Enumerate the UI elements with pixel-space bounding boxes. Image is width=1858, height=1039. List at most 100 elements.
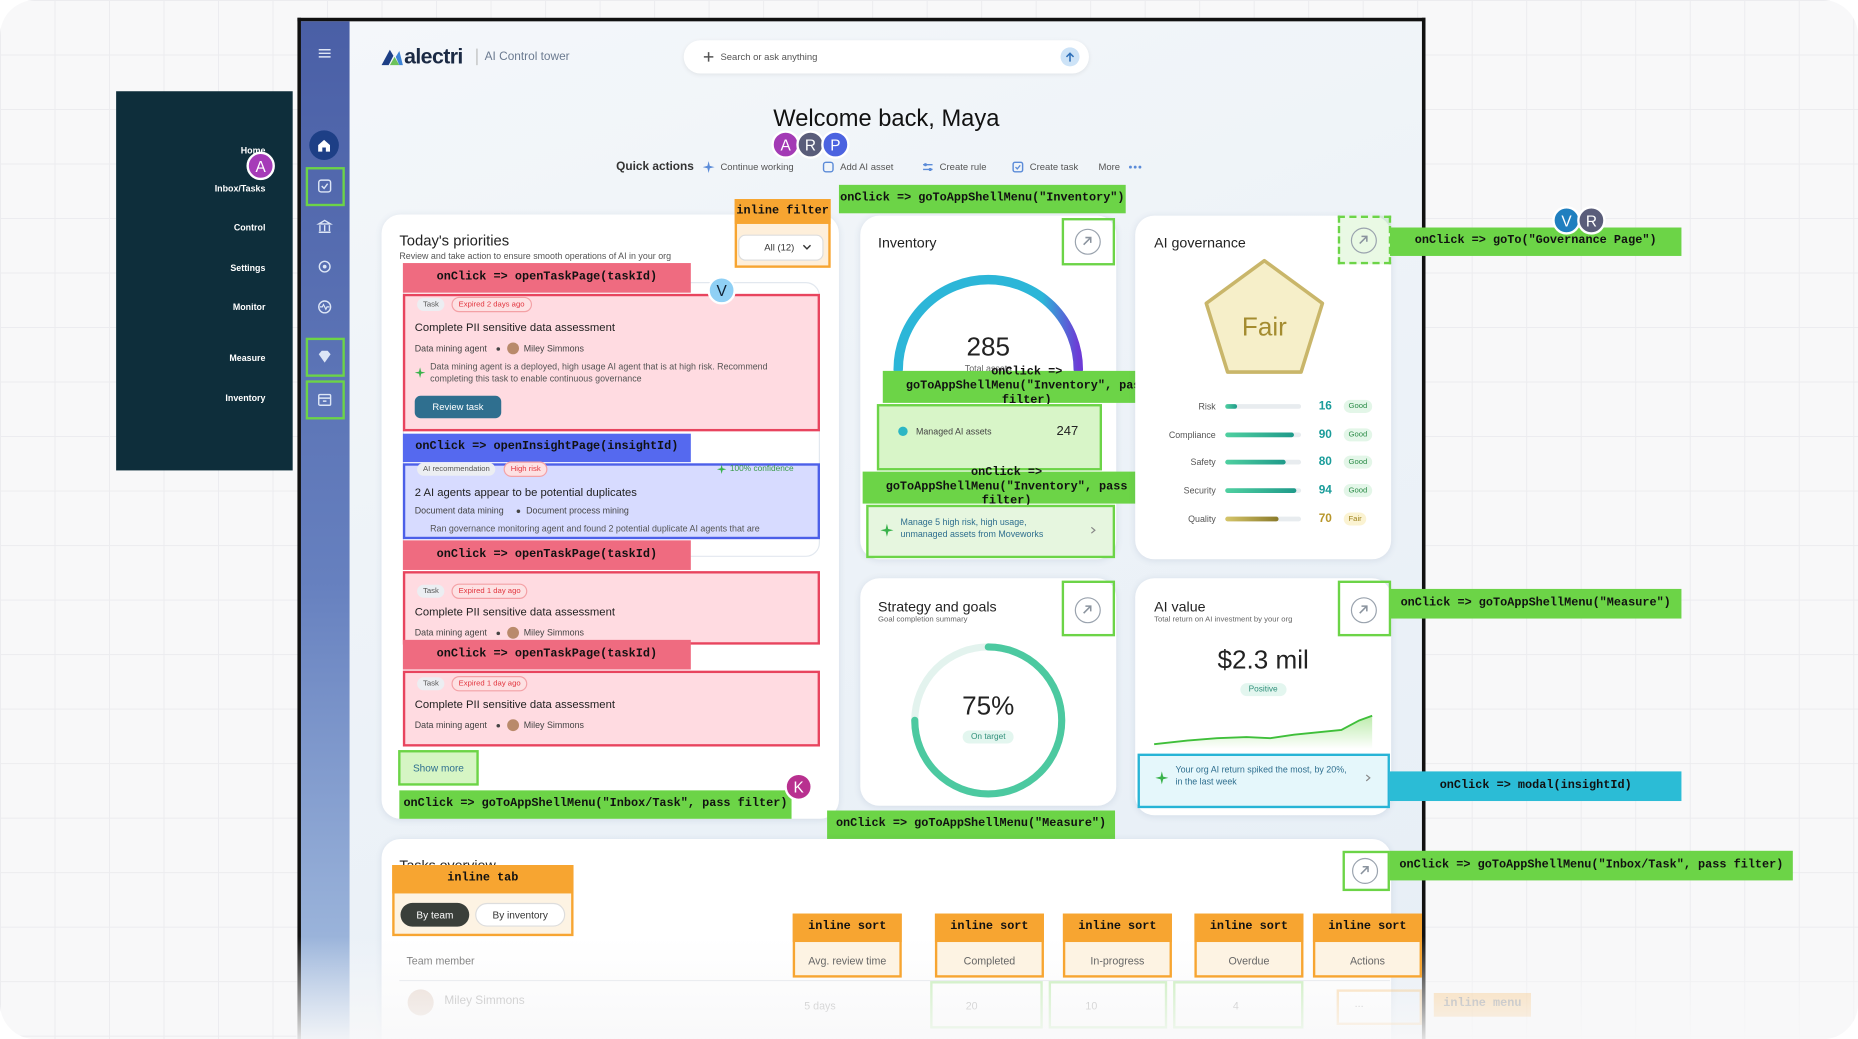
filter-dropdown[interactable] [738, 234, 824, 261]
logo-text: alectri [404, 44, 463, 69]
quick-action[interactable]: Create rule [939, 161, 987, 173]
card-title: Today's priorities [399, 232, 510, 249]
managed-value: 247 [1056, 424, 1079, 439]
annotation: onClick => openTaskPage(taskId) [402, 263, 691, 293]
nav-item[interactable]: Settings [230, 262, 266, 274]
insight-note: Ran governance monitoring agent and foun… [430, 523, 760, 534]
review-button[interactable]: Review task [414, 395, 502, 419]
highlight-box [305, 380, 345, 420]
filter-label: All (12) [764, 242, 795, 253]
dot [496, 631, 501, 636]
sparkle-icon [880, 523, 894, 537]
divider [476, 48, 478, 66]
annotation: onClick => goTo("Governance Page") [1389, 227, 1682, 256]
confidence: 100% confidence [729, 465, 794, 474]
sparkle-icon [716, 464, 727, 474]
product-name: AI Control tower [484, 50, 570, 64]
arrow-icon [1359, 235, 1368, 245]
inventory-total: 285 [966, 331, 1011, 362]
open-button[interactable] [1352, 857, 1379, 884]
search-box[interactable] [683, 40, 1089, 74]
task-tag: Task [417, 298, 445, 312]
value-amount: $2.3 mil [1217, 644, 1309, 675]
annotation: inline menu [1433, 992, 1531, 1017]
rating-pentagon [1204, 258, 1325, 374]
monitor-icon[interactable] [316, 299, 333, 316]
column-header[interactable]: In-progress [1090, 955, 1145, 967]
quick-action[interactable]: More [1098, 161, 1121, 173]
annotation-box [1336, 989, 1422, 1025]
nav-item[interactable]: Inventory [225, 392, 266, 404]
cursor-avatar: P [821, 130, 850, 159]
inventory-total-label: Total assets [964, 363, 1012, 374]
open-button[interactable] [1350, 597, 1377, 624]
quick-action[interactable]: Continue working [720, 161, 794, 173]
value-insight[interactable] [1137, 753, 1390, 809]
highlight-box [1342, 850, 1390, 892]
more-dots [1129, 165, 1142, 169]
nav-item[interactable]: Home [240, 145, 266, 156]
open-button[interactable] [1074, 228, 1101, 255]
insight-asset: Document process mining [526, 505, 629, 517]
cell: Miley Simmons [444, 994, 525, 1008]
dot [496, 724, 501, 728]
rating-label: Fair [1241, 311, 1287, 342]
metric-track [1225, 404, 1302, 409]
menu-icon[interactable] [318, 47, 332, 59]
task-title: Complete PII sensitive data assessment [414, 606, 615, 620]
completion-ring [911, 643, 1066, 798]
open-button[interactable] [1074, 597, 1101, 624]
inbox-icon[interactable] [316, 178, 333, 195]
open-button[interactable] [1350, 227, 1377, 254]
completion-arc [911, 643, 1066, 798]
task-owner: Miley Simmons [523, 343, 584, 354]
tab[interactable]: By team [400, 902, 470, 927]
chevron-right [1090, 526, 1096, 534]
show-more-button[interactable]: Show more [398, 750, 479, 786]
inventory-insight[interactable] [866, 504, 1116, 559]
annotation: inline sort [1194, 913, 1304, 943]
cell[interactable]: ... [1354, 997, 1364, 1010]
quick-action[interactable]: Add AI asset [840, 161, 894, 173]
cursor-avatar: R [1577, 206, 1606, 235]
home-icon [318, 139, 331, 152]
annotation: inline sort [792, 913, 902, 943]
insight-tag: High risk [503, 461, 548, 477]
annotation: onClick => goToAppShellMenu("Inventory") [838, 184, 1126, 214]
managed-assets[interactable] [876, 404, 1103, 471]
column-header[interactable]: Overdue [1228, 955, 1270, 967]
dot [496, 347, 501, 351]
column-header[interactable]: Actions [1349, 955, 1385, 967]
task-owner: Miley Simmons [523, 719, 584, 731]
nav-item[interactable]: Inbox/Tasks [214, 183, 266, 194]
inventory-icon[interactable] [316, 391, 333, 408]
tab[interactable]: By inventory [475, 902, 566, 927]
quick-action[interactable]: Create task [1029, 161, 1079, 173]
nav-item[interactable]: Control [233, 222, 266, 233]
insight-asset: Document data mining [414, 505, 504, 517]
arrow-icon [1359, 605, 1368, 614]
measure-icon[interactable] [316, 348, 333, 365]
strategy-card [860, 578, 1117, 806]
status-badge: Expired 1 day ago [451, 583, 528, 599]
nav-item[interactable]: Measure [229, 352, 266, 364]
status-badge: Expired 1 day ago [451, 676, 528, 692]
annotation: onClick => modal(insightId) [1389, 771, 1682, 802]
card-subtitle: Review and take action to ensure smooth … [399, 250, 672, 262]
column-header[interactable]: Completed [963, 955, 1016, 967]
rule-icon [923, 163, 933, 171]
control-icon[interactable] [316, 218, 333, 235]
nav-item[interactable]: Monitor [232, 301, 266, 313]
insight-item[interactable] [402, 463, 820, 540]
column-header[interactable]: Avg. review time [808, 955, 887, 967]
card-title: AI value [1154, 598, 1206, 615]
task-agent: Data mining agent [414, 343, 487, 354]
annotation: inline sort [934, 913, 1044, 943]
highlight-box [1061, 218, 1116, 266]
highlight-box [930, 981, 1043, 1029]
member-avatar [407, 989, 434, 1016]
card-title: Inventory [878, 234, 937, 252]
owner-avatar [507, 626, 520, 639]
settings-icon[interactable] [316, 258, 333, 275]
